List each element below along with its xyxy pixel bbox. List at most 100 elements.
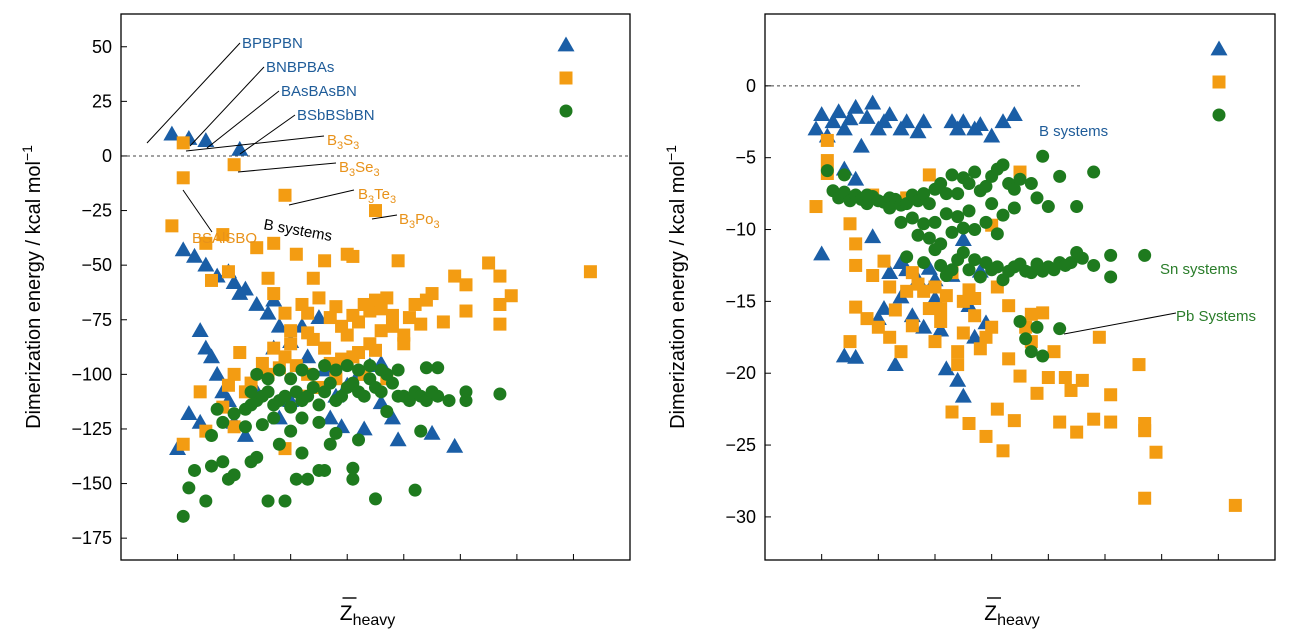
data-point-triangle xyxy=(236,280,254,296)
data-point-circle xyxy=(1013,314,1027,328)
data-point-triangle xyxy=(835,120,853,136)
data-point-square xyxy=(227,420,241,434)
y-tick-label: −5 xyxy=(735,148,756,168)
data-point-triangle xyxy=(259,304,277,320)
data-point-triangle xyxy=(915,113,933,129)
data-point-square xyxy=(894,345,908,359)
legend-marker-square xyxy=(1212,75,1226,89)
data-point-circle xyxy=(922,197,936,211)
data-point-circle xyxy=(996,158,1010,172)
annotation-text: BAsBAsBN xyxy=(281,83,357,100)
data-point-square xyxy=(267,287,281,301)
x-axis-label: Zheavy xyxy=(340,602,396,629)
data-point-triangle xyxy=(864,228,882,244)
legend-marker-triangle xyxy=(1210,40,1228,56)
data-point-circle xyxy=(295,363,309,377)
data-point-square xyxy=(176,171,190,185)
data-point-circle xyxy=(911,228,925,242)
data-point-square xyxy=(318,341,332,355)
data-point-square xyxy=(990,402,1004,416)
annotation-text: BSAlSBO xyxy=(192,230,257,247)
data-point-circle xyxy=(318,463,332,477)
annotation-label: B3S3 xyxy=(327,132,359,152)
data-point-square xyxy=(397,337,411,351)
data-point-square xyxy=(199,236,213,250)
data-point-square xyxy=(1138,424,1152,438)
data-point-circle xyxy=(1019,332,1033,346)
annotation-leader-line xyxy=(185,135,325,152)
data-point-circle xyxy=(1041,200,1055,214)
y-tick-label: −50 xyxy=(81,255,112,275)
annotation-leader-line xyxy=(237,162,337,173)
data-point-square xyxy=(255,356,269,370)
data-point-square xyxy=(934,314,948,328)
data-point-circle xyxy=(917,217,931,231)
data-point-square xyxy=(216,228,230,242)
data-point-circle xyxy=(431,361,445,375)
data-point-square xyxy=(374,302,388,316)
data-point-circle xyxy=(945,263,959,277)
data-point-square xyxy=(176,437,190,451)
data-point-triangle xyxy=(191,322,209,338)
data-point-square xyxy=(1087,412,1101,426)
data-point-square xyxy=(227,158,241,172)
annotation-sub: 3 xyxy=(409,219,415,231)
data-point-circle xyxy=(1030,320,1044,334)
data-point-square xyxy=(1002,299,1016,313)
data-point-circle xyxy=(883,201,897,215)
x-axis-label: Zheavy xyxy=(984,602,1040,629)
data-point-triangle xyxy=(886,356,904,371)
y-tick-label: −75 xyxy=(81,310,112,330)
data-point-square xyxy=(1041,371,1055,385)
data-point-circle xyxy=(1036,349,1050,363)
data-point-circle xyxy=(329,363,343,377)
series-triangle xyxy=(807,94,1023,403)
data-point-circle xyxy=(250,367,264,381)
data-point-square xyxy=(888,303,902,317)
y-tick-label: −150 xyxy=(71,474,112,494)
annotation-sub: 3 xyxy=(337,140,343,152)
data-point-circle xyxy=(182,481,196,495)
data-point-square xyxy=(284,337,298,351)
data-point-square xyxy=(193,385,207,399)
data-point-triangle xyxy=(920,259,938,275)
data-point-circle xyxy=(346,472,360,486)
annotation-text: Sn systems xyxy=(1160,261,1238,278)
panel-b: 0 −5 −10 −15 −20 −25 −30 Zheavy Dimerization ene… xyxy=(663,13,1276,629)
data-point-square xyxy=(945,405,959,419)
data-point-triangle xyxy=(852,137,870,153)
data-point-triangle xyxy=(915,318,933,334)
data-point-circle xyxy=(323,437,337,451)
data-point-square xyxy=(939,289,953,303)
data-point-square xyxy=(843,217,857,231)
annotation-sub2: 3 xyxy=(390,194,396,206)
data-point-square xyxy=(1024,307,1038,321)
annotation-text2: S xyxy=(343,132,353,149)
data-point-circle xyxy=(301,472,315,486)
data-point-circle xyxy=(894,215,908,229)
data-point-circle xyxy=(1087,258,1101,272)
annotation-label: Pb Systems xyxy=(1176,308,1256,325)
y-axis-label-main: Dimerization energy / kcal mol xyxy=(23,161,45,429)
data-point-circle xyxy=(267,411,281,425)
y-tick-label: 0 xyxy=(102,146,112,166)
data-point-circle xyxy=(1024,345,1038,359)
data-point-triangle xyxy=(966,328,984,344)
data-point-circle xyxy=(968,223,982,237)
data-point-square xyxy=(849,300,863,314)
data-point-triangle xyxy=(1005,106,1023,121)
data-point-square xyxy=(1007,414,1021,428)
data-point-square xyxy=(363,304,377,318)
data-point-circle xyxy=(385,376,399,390)
data-point-circle xyxy=(934,258,948,272)
data-point-square xyxy=(306,271,320,285)
data-point-square xyxy=(227,367,241,381)
legend-marker-square xyxy=(559,71,573,85)
data-point-square xyxy=(278,188,292,202)
data-point-circle xyxy=(318,359,332,373)
data-point-circle xyxy=(1075,251,1089,265)
annotation-leader-line xyxy=(371,214,398,220)
data-point-triangle xyxy=(937,360,955,376)
annotation-label: B3Te3 xyxy=(358,186,396,206)
data-point-circle xyxy=(312,415,326,429)
